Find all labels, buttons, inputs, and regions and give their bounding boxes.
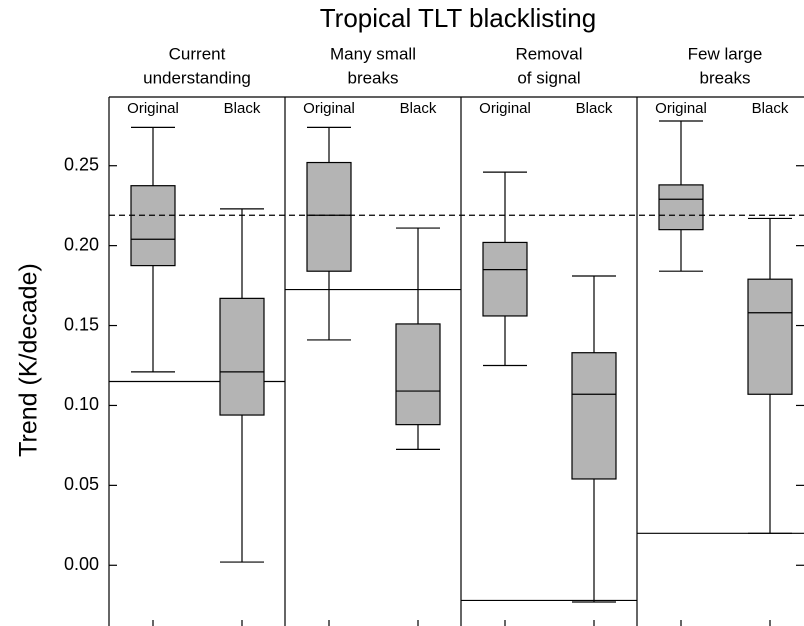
box [482, 241, 528, 317]
panel-title: Current [169, 44, 226, 63]
panel-title: Removal [515, 44, 582, 63]
box [658, 184, 704, 231]
box [747, 278, 793, 395]
y-tick-label: 0.20 [64, 234, 99, 254]
panel-title: of signal [517, 68, 580, 87]
y-tick-label: 0.15 [64, 314, 99, 334]
category-label: Original [303, 100, 355, 117]
box [219, 297, 265, 416]
box [395, 323, 441, 426]
box [306, 161, 352, 272]
category-label: Original [127, 100, 179, 117]
box [571, 352, 617, 480]
y-axis-label: Trend (K/decade) [15, 263, 43, 457]
y-tick-label: 0.05 [64, 474, 99, 494]
panel-title: understanding [143, 68, 251, 87]
panel-title: Few large [688, 44, 763, 63]
panel-title: Many small [330, 44, 416, 63]
y-tick-label: 0.25 [64, 154, 99, 174]
y-tick-label: 0.10 [64, 394, 99, 414]
category-label: Original [655, 100, 707, 117]
panel-title: breaks [699, 68, 750, 87]
panel-title: breaks [347, 68, 398, 87]
category-label: Black [224, 100, 261, 117]
box [130, 185, 176, 267]
chart-title: Tropical TLT blacklisting [320, 3, 596, 33]
category-label: Original [479, 100, 531, 117]
category-label: Black [576, 100, 613, 117]
category-label: Black [400, 100, 437, 117]
category-label: Black [752, 100, 789, 117]
y-tick-label: 0.00 [64, 554, 99, 574]
